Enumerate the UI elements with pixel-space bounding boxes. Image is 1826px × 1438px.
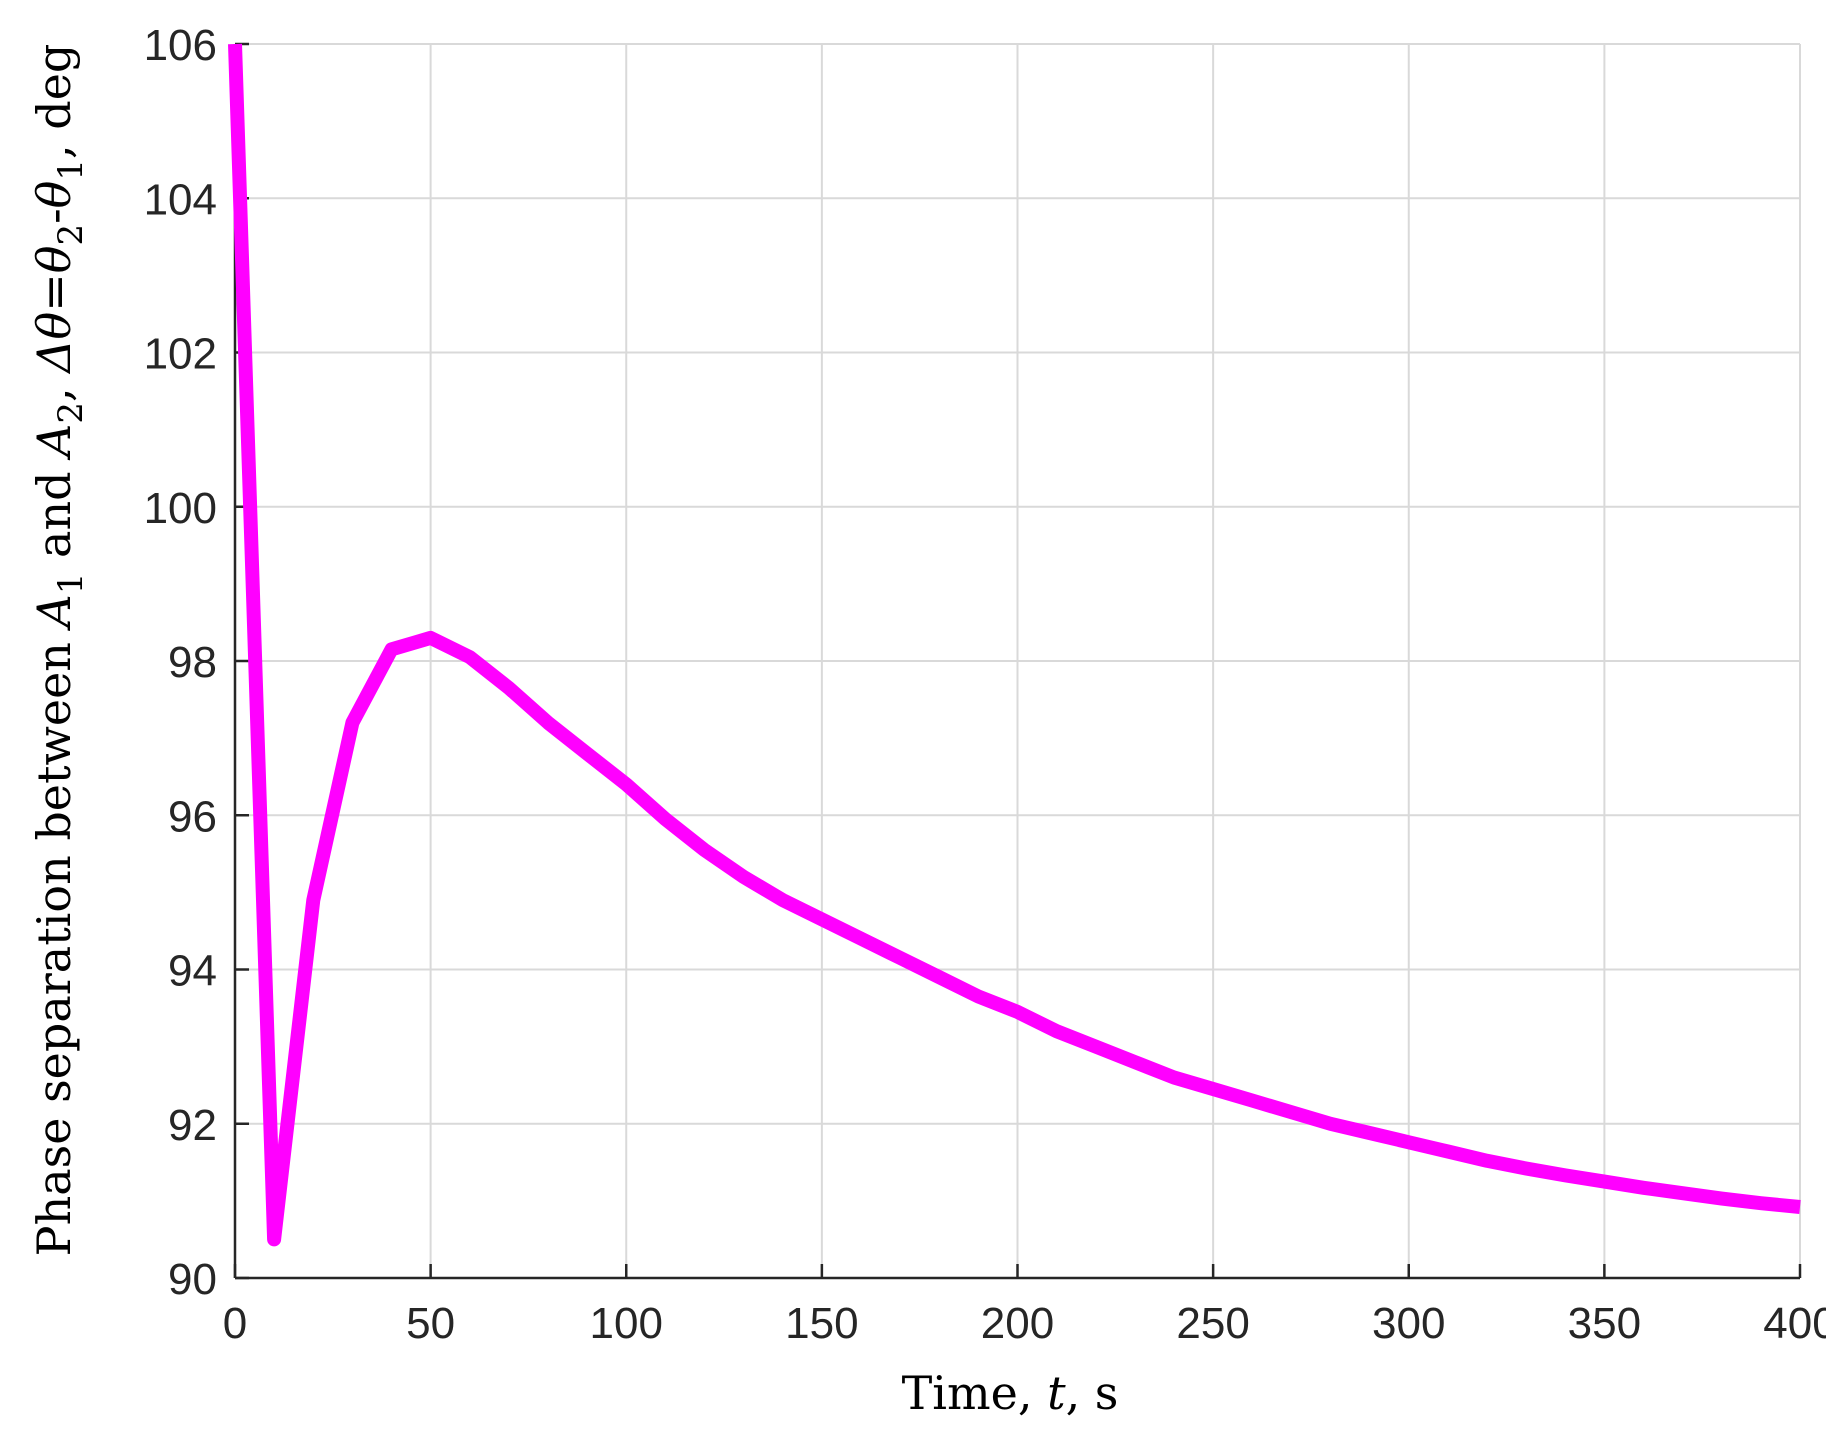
y-title-a2: A [27,424,81,461]
y-tick-label: 96 [168,792,217,841]
x-tick-label: 50 [406,1299,455,1348]
x-axis-title: Time, t, s [902,1366,1119,1420]
x-tick-label: 0 [223,1299,247,1348]
x-axis-title-pre: Time, [902,1366,1047,1420]
y-title-a2-sub: 2 [51,402,91,424]
y-tick-label: 104 [144,175,217,224]
y-tick-label: 106 [144,21,217,70]
y-title-theta1-sub: 1 [51,159,91,181]
y-tick-label: 98 [168,638,217,687]
y-title-a1-sub: 1 [51,573,91,595]
y-title-part4: , deg [27,44,81,159]
x-tick-label: 150 [785,1299,858,1348]
x-tick-label: 100 [590,1299,663,1348]
y-tick-label: 94 [168,947,217,996]
y-tick-label: 90 [168,1255,217,1304]
y-title-part3: , [27,373,81,402]
y-tick-label: 92 [168,1101,217,1150]
x-tick-label: 250 [1176,1299,1249,1348]
y-title-eq: = [27,273,81,312]
y-axis-title: Phase separation between A1 and A2, Δθ=θ… [27,44,91,1257]
y-title-delta: Δθ [27,312,81,375]
y-tick-label: 102 [144,330,217,379]
x-axis-title-var: t [1047,1366,1066,1420]
y-tick-label: 100 [144,484,217,533]
x-axis-title-post: , s [1066,1366,1119,1420]
series-group [228,43,1801,1247]
y-title-part1: Phase separation between [27,627,81,1256]
x-tick-label: 400 [1763,1299,1826,1348]
series-line [228,43,1801,1247]
y-title-a1: A [27,594,81,631]
y-title-minus: - [27,208,81,224]
y-title-theta1: θ [27,181,81,209]
x-tick-label: 200 [981,1299,1054,1348]
ticks: 0 50 100 150 200 250 300 350 400 90 92 94 96 98 100 102… [144,21,1826,1348]
x-tick-label: 300 [1372,1299,1445,1348]
y-title-part2: and [27,457,81,573]
x-tick-label: 350 [1568,1299,1641,1348]
y-title-theta2-sub: 2 [51,224,91,246]
y-title-theta2: θ [27,246,81,274]
